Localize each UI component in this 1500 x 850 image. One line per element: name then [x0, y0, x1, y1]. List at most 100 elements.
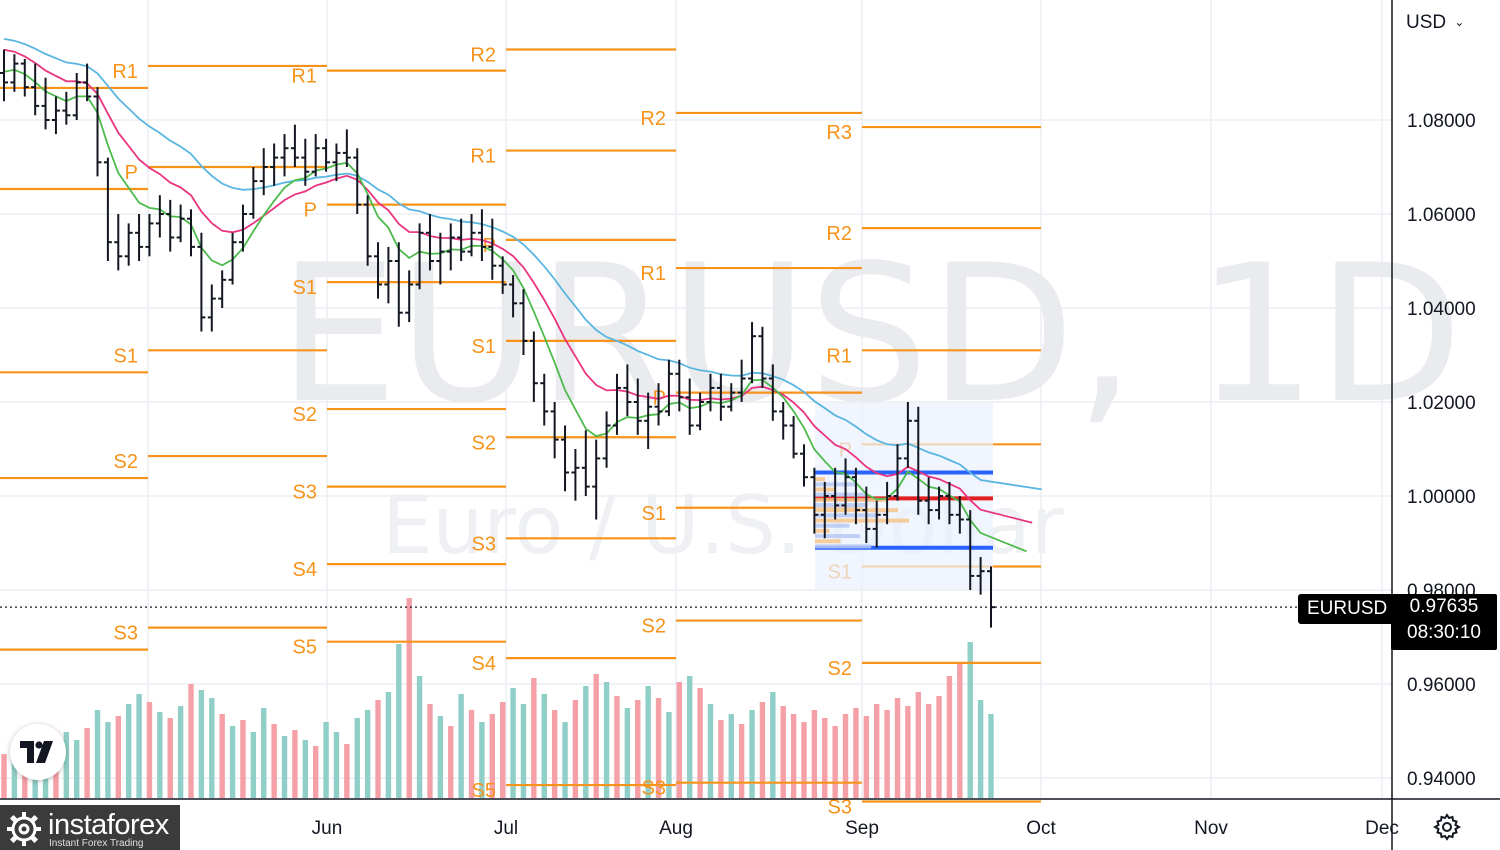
volume-bar [842, 714, 849, 798]
volume-bar [770, 692, 776, 798]
volume-bar [261, 708, 267, 798]
ohlc-bar [955, 496, 964, 534]
pivot-label: S2 [828, 658, 852, 680]
x-tick-label: Nov [1194, 818, 1228, 839]
pivot-label: S2 [472, 432, 496, 454]
ohlc-bar [748, 322, 757, 384]
volume-bar [167, 718, 173, 798]
volume-bar [448, 726, 454, 798]
ohlc-bar [290, 124, 299, 167]
ohlc-bar [477, 209, 486, 261]
volume-bar [427, 704, 433, 798]
volume-bar [988, 714, 994, 798]
pivot-label: S1 [114, 345, 138, 367]
profile-bin [815, 544, 872, 549]
ohlc-bar [841, 458, 850, 515]
ohlc-bar [197, 232, 206, 332]
ohlc-bar [259, 148, 268, 196]
ohlc-bar [41, 77, 50, 130]
tradingview-logo-icon[interactable] [10, 724, 66, 780]
pivot-label: S2 [642, 616, 666, 638]
bar-countdown: 08:30:10 [1407, 622, 1481, 643]
ohlc-bar [166, 199, 175, 252]
volume-bar [531, 678, 537, 798]
pivot-label: R1 [826, 345, 852, 367]
x-tick-label: Jul [494, 818, 518, 839]
ohlc-bar [644, 392, 653, 449]
volume-bar [635, 700, 641, 798]
ohlc-bar [0, 49, 8, 102]
pivot-label: R1 [112, 61, 138, 83]
volume-bar [894, 698, 901, 798]
volume-bar [323, 722, 329, 798]
volume-bar [946, 676, 953, 798]
ohlc-bar [446, 223, 455, 271]
volume-bar [957, 662, 963, 798]
ohlc-bar [10, 54, 19, 92]
brand-tagline: Instant Forex Trading [49, 838, 144, 849]
volume-bar [385, 692, 392, 798]
currency-selector[interactable]: USD ⌄ [1396, 8, 1500, 38]
volume-bar [489, 714, 496, 798]
ohlc-bar [540, 373, 549, 426]
pivot-label: R2 [640, 108, 666, 130]
x-tick-label: Oct [1026, 818, 1056, 839]
volume-bar [292, 730, 298, 798]
ohlc-bar [218, 270, 227, 308]
pivot-label: R1 [470, 146, 496, 168]
chevron-down-icon: ⌄ [1454, 15, 1465, 29]
volume-bar [458, 694, 464, 798]
pivot-label: S1 [293, 277, 317, 299]
volume-bar [437, 716, 444, 798]
y-tick-label: 0.94000 [1407, 769, 1476, 790]
volume-bar [666, 712, 672, 798]
volume-bar [499, 702, 506, 798]
ohlc-bar [675, 359, 684, 412]
gear-icon[interactable] [1430, 810, 1464, 844]
pivot-label: P [483, 235, 496, 257]
price-axis[interactable]: 1.080001.060001.040001.020001.000000.980… [1407, 111, 1476, 790]
pivot-label: R1 [291, 66, 317, 88]
ohlc-bar [51, 96, 60, 135]
ohlc-bar [436, 232, 445, 285]
volume-bar [157, 712, 163, 798]
volume-bar [759, 702, 766, 798]
ohlc-bar [249, 167, 258, 219]
profile-bin [815, 518, 909, 523]
ohlc-bars [0, 49, 995, 628]
ohlc-bar [633, 378, 642, 435]
pivot-label: S4 [293, 559, 317, 581]
ohlc-bar [187, 209, 196, 257]
ohlc-bar [581, 430, 590, 496]
ohlc-bar [374, 242, 383, 299]
volume-bar [240, 720, 246, 798]
ohlc-bar [758, 326, 767, 388]
volume-bar [614, 696, 620, 798]
ohlc-bar [394, 242, 403, 327]
ohlc-bar [654, 383, 663, 426]
ohlc-bar [664, 359, 673, 417]
volume-bar [977, 700, 984, 798]
ohlc-bar [363, 195, 372, 266]
ohlc-bar [768, 364, 777, 421]
ohlc-bar [706, 373, 715, 412]
volume-bar [11, 748, 18, 798]
chart-grid [0, 0, 1392, 798]
ohlc-bar [799, 444, 808, 487]
ohlc-bar [207, 284, 216, 332]
ohlc-bar [270, 143, 279, 186]
brand-name: instaforex [48, 809, 169, 841]
ohlc-bar [405, 270, 414, 323]
ohlc-bar [935, 486, 944, 520]
profile-bin [815, 503, 868, 508]
ohlc-bar [737, 359, 746, 402]
volume-bar [105, 722, 111, 798]
profile-bin [815, 539, 841, 544]
ohlc-bar [332, 143, 341, 182]
volume-bar [583, 686, 589, 798]
ohlc-bar [696, 392, 705, 431]
ohlc-bar [903, 402, 912, 468]
time-axis[interactable]: MayJunJulAugSepOctNovDec [130, 818, 1399, 839]
x-tick-label: Dec [1365, 818, 1399, 839]
